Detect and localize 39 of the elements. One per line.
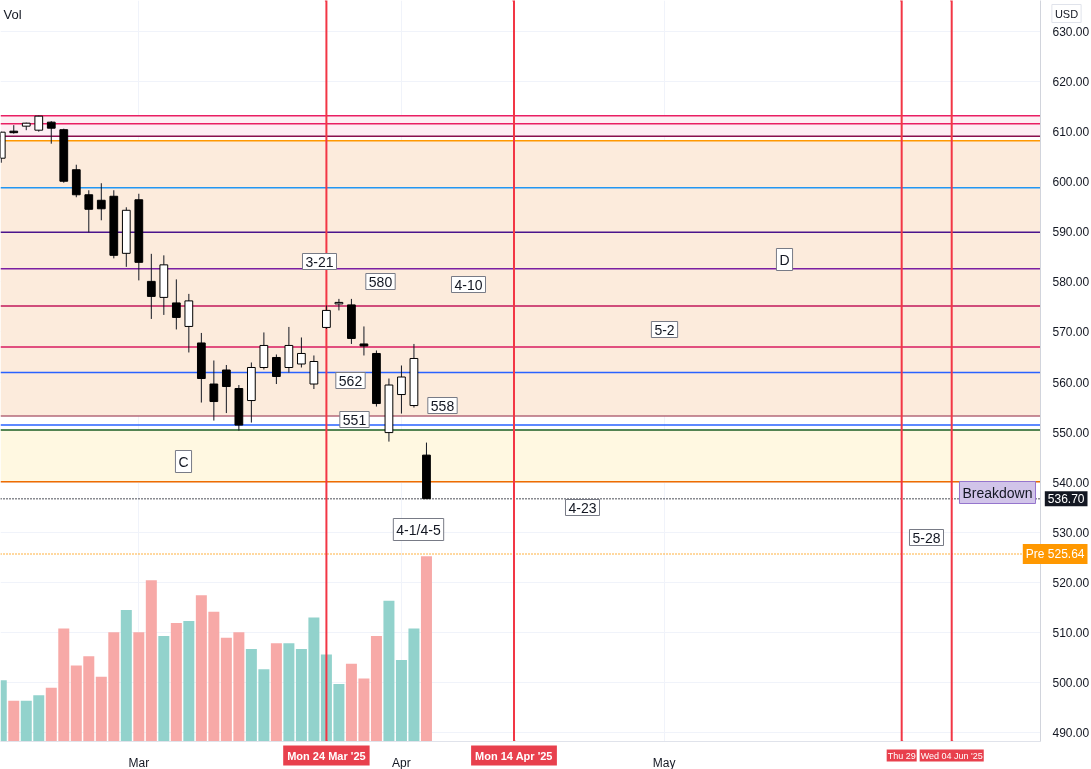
annotation: 4-10 [454,276,483,293]
x-tick-label: Wed 04 Jun '25 [920,750,983,761]
y-tick-label: 560.00 [1052,375,1090,390]
x-tick-label: Apr [392,755,411,769]
y-tick-label: 630.00 [1052,25,1090,40]
x-tick-label: Mar [128,755,150,769]
annotation: 558 [430,397,455,414]
y-tick-label: 520.00 [1052,575,1090,590]
annotation: 3-21 [305,253,334,270]
annotation: C [178,453,189,470]
annotation: 5-2 [654,321,675,338]
y-tick-label: 570.00 [1052,325,1090,340]
ref-line-label: Pre 525.64 [1025,547,1085,562]
annotation: Breakdown [962,484,1033,501]
y-tick-label: 550.00 [1052,425,1090,440]
annotation: 4-1/4-5 [396,521,441,538]
y-tick-label: 600.00 [1052,175,1090,190]
y-axis-title: USD [1054,7,1079,20]
y-tick-label: 580.00 [1052,275,1090,290]
annotation: 580 [368,273,393,290]
y-tick-label: 510.00 [1052,625,1090,640]
chart-title: Vol [3,7,22,22]
y-tick-label: 620.00 [1052,75,1090,90]
annotation: 5-28 [912,529,941,546]
x-tick-label: Thu 29 [887,750,916,761]
x-tick-label: May [652,755,676,769]
annotation: 551 [342,411,367,428]
annotation: 4-23 [568,499,597,516]
y-tick-label: 610.00 [1052,125,1090,140]
annotation: 562 [338,372,363,389]
y-tick-label: 500.00 [1052,675,1090,690]
ref-line-label: 536.70 [1047,492,1085,507]
y-tick-label: 590.00 [1052,225,1090,240]
annotation: D [779,251,790,268]
y-tick-label: 490.00 [1052,725,1090,740]
x-tick-label: Mon 24 Mar '25 [287,749,366,762]
y-tick-label: 530.00 [1052,525,1090,540]
x-tick-label: Mon 14 Apr '25 [475,749,553,762]
y-tick-label: 540.00 [1052,475,1090,490]
